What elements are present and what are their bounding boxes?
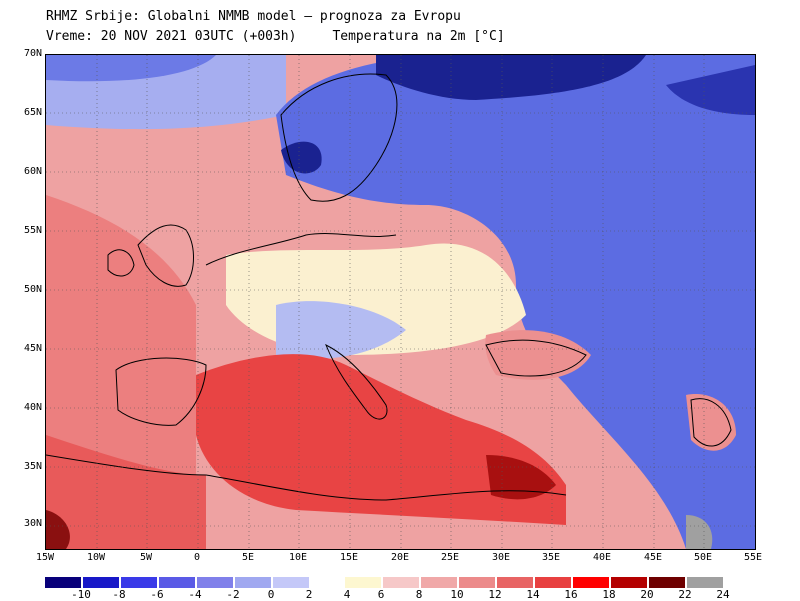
lon-label-40e: 40E [592, 552, 612, 563]
colorbar-swatch [459, 577, 495, 588]
colorbar-label: 14 [526, 588, 540, 601]
colorbar-label: 4 [343, 588, 351, 601]
map-title: RHMZ Srbije: Globalni NMMB model – progn… [46, 9, 461, 24]
colorbar-swatch [611, 577, 647, 588]
colorbar-label: 0 [267, 588, 275, 601]
colorbar-label: 6 [377, 588, 385, 601]
northeast-cold-area [276, 55, 755, 549]
lon-label-20e: 20E [390, 552, 410, 563]
lon-label-5e: 5E [241, 552, 255, 563]
lon-label-15w: 15W [35, 552, 55, 563]
colorbar-label: -8 [112, 588, 126, 601]
ireland-outline [107, 249, 135, 277]
alps-cool-area [276, 301, 406, 359]
north-africa-coast [46, 454, 567, 501]
colorbar-label: 18 [602, 588, 616, 601]
colorbar-label: 16 [564, 588, 578, 601]
colorbar-swatch [535, 577, 571, 588]
north-atlantic-cold-area [46, 55, 216, 82]
colorbar-swatch [273, 577, 309, 588]
coastlines [46, 73, 732, 501]
temperature-map [45, 54, 756, 550]
colorbar-swatch [311, 577, 343, 588]
colorbar [45, 577, 725, 588]
lat-label-40n: 40N [23, 402, 42, 413]
map-subtitle: Vreme: 20 NOV 2021 03UTC (+003h) Temperat… [46, 29, 505, 44]
colorbar-label: 12 [488, 588, 502, 601]
colorbar-swatch [687, 577, 723, 588]
scandinavia-outline [280, 73, 398, 202]
lat-label-50n: 50N [23, 284, 42, 295]
arctic-very-cold-area [376, 55, 646, 100]
lat-label-35n: 35N [23, 461, 42, 472]
lat-label-70n: 70N [23, 48, 42, 59]
black-sea-outline [485, 339, 587, 377]
colorbar-swatch [345, 577, 381, 588]
lon-label-50e: 50E [693, 552, 713, 563]
black-sea-warm-area [485, 330, 591, 380]
colorbar-swatch [573, 577, 609, 588]
lon-label-55e: 55E [743, 552, 763, 563]
colorbar-label: 20 [640, 588, 654, 601]
colorbar-swatch [383, 577, 419, 588]
urals-very-cold-area [666, 65, 755, 115]
lon-label-15e: 15E [339, 552, 359, 563]
colorbar-swatch [121, 577, 157, 588]
lon-label-35e: 35E [541, 552, 561, 563]
colorbar-label: 10 [450, 588, 464, 601]
lat-label-45n: 45N [23, 343, 42, 354]
colorbar-label: 8 [415, 588, 423, 601]
colorbar-label: 2 [305, 588, 313, 601]
colorbar-swatch [649, 577, 685, 588]
lat-label-55n: 55N [23, 225, 42, 236]
levant-hot-area [486, 455, 556, 500]
colorbar-swatch [421, 577, 457, 588]
colorbar-swatch [83, 577, 119, 588]
italy-outline [325, 343, 388, 420]
colorbar-label: -2 [226, 588, 240, 601]
colorbar-label: -4 [188, 588, 202, 601]
north-sea-coast [205, 233, 397, 266]
colorbar-label: -10 [71, 588, 91, 601]
colorbar-swatch [197, 577, 233, 588]
lat-label-30n: 30N [23, 518, 42, 529]
colorbar-swatch [235, 577, 271, 588]
lon-label-45e: 45E [643, 552, 663, 563]
colorbar-label: 24 [716, 588, 730, 601]
colorbar-swatch [159, 577, 195, 588]
colorbar-swatch [45, 577, 81, 588]
field-name-label: Temperatura na 2m [°C] [332, 29, 505, 44]
valid-time-label: Vreme: 20 NOV 2021 03UTC (+003h) [46, 29, 297, 44]
temperature-map-svg [46, 55, 755, 549]
colorbar-label: -6 [150, 588, 164, 601]
lon-label-10e: 10E [288, 552, 308, 563]
lat-label-65n: 65N [23, 107, 42, 118]
persian-gulf-hot-area [686, 515, 713, 549]
great-britain-outline [137, 224, 194, 287]
mediterranean-warm-area [196, 354, 566, 525]
lon-label-10w: 10W [86, 552, 106, 563]
lon-label-0: 0 [193, 552, 201, 563]
lat-label-60n: 60N [23, 166, 42, 177]
lon-label-25e: 25E [440, 552, 460, 563]
lon-label-30e: 30E [491, 552, 511, 563]
southwest-hot-area [46, 510, 70, 549]
iberia-outline [115, 357, 207, 426]
colorbar-swatch [497, 577, 533, 588]
morocco-warm-area [46, 435, 206, 549]
colorbar-label: 22 [678, 588, 692, 601]
lon-label-5w: 5W [139, 552, 153, 563]
caspian-sea-outline [690, 398, 732, 447]
